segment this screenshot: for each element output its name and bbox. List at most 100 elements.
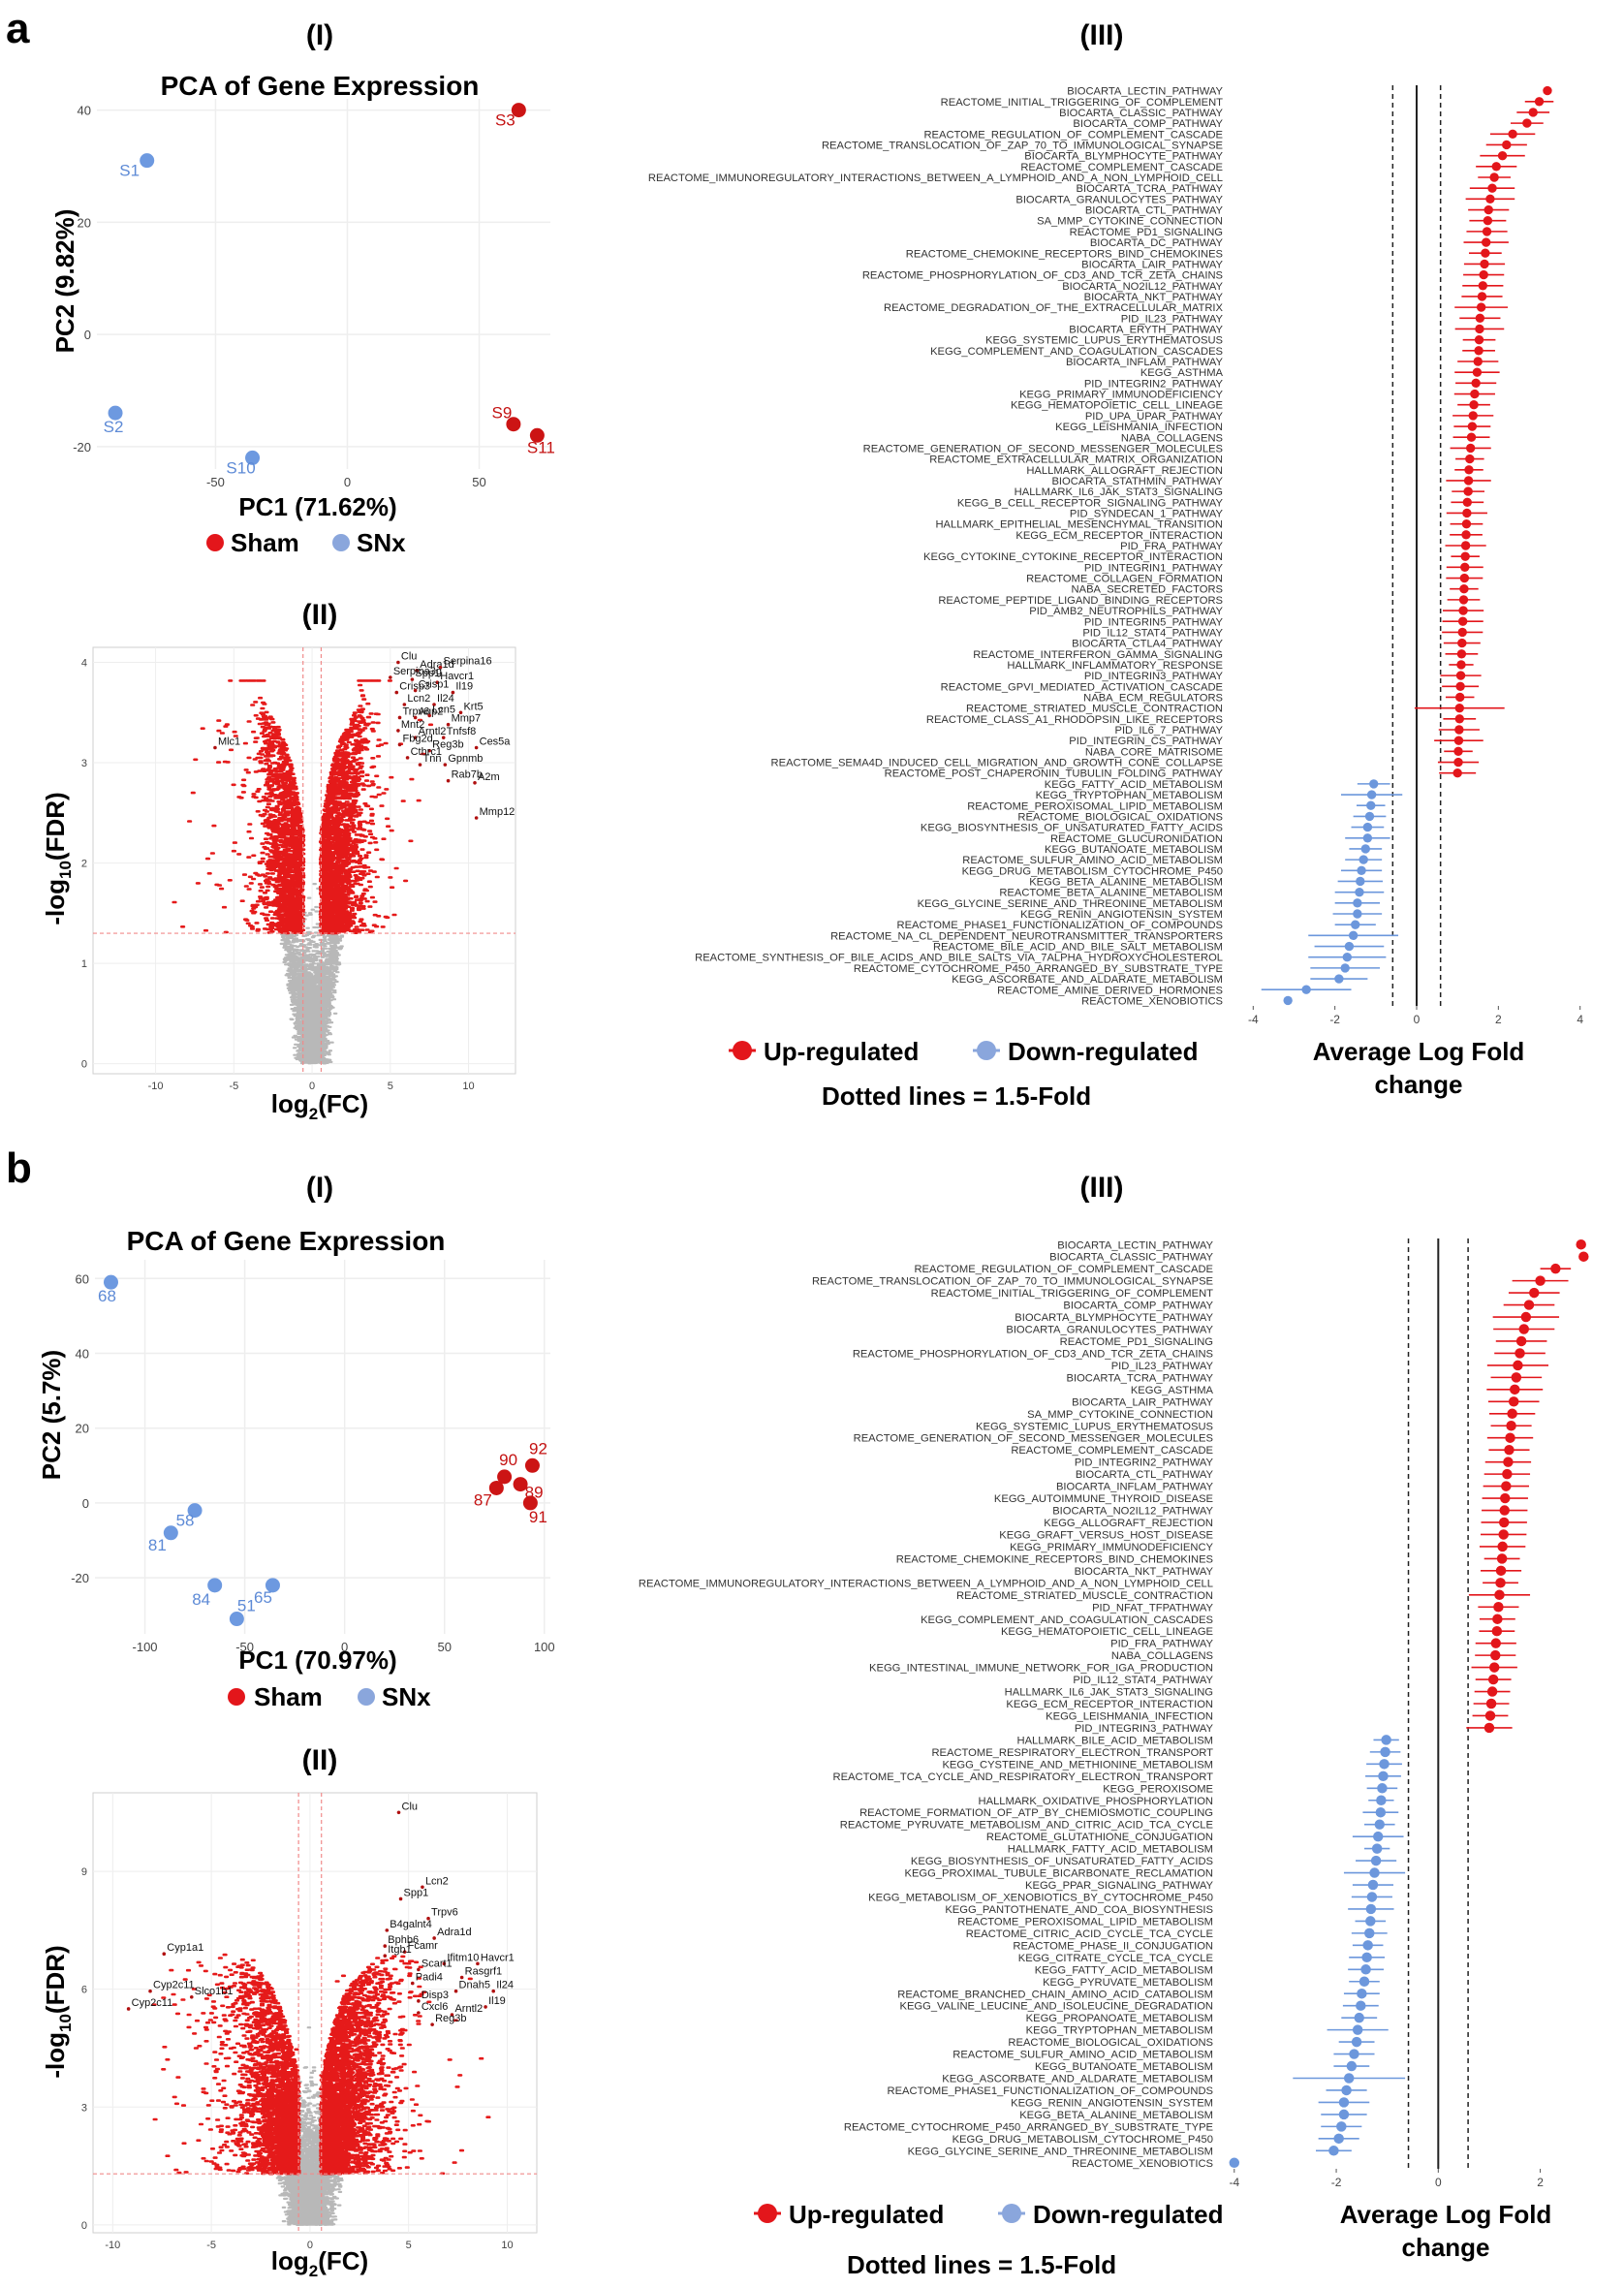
estimate-point xyxy=(1356,876,1365,887)
pathway-label: KEGG_ASTHMA xyxy=(1131,1385,1214,1396)
labeled-gene-point xyxy=(417,1999,421,2003)
a-I-legend: Sham SNx xyxy=(206,528,406,557)
estimate-point xyxy=(1474,334,1484,345)
pathway-label: REACTOME_GENERATION_OF_SECOND_MESSENGER_… xyxy=(863,443,1223,454)
estimate-point xyxy=(1473,357,1483,366)
x-tick-label: -10 xyxy=(105,2240,120,2251)
pathway-label: KEGG_RENIN_ANGIOTENSIN_SYSTEM xyxy=(1020,909,1223,921)
labeled-gene-point xyxy=(389,675,392,679)
pathway-label: PID_IL12_STAT4_PATHWAY xyxy=(1082,627,1223,639)
pca-point-label: 92 xyxy=(529,1439,547,1457)
labeled-gene-point xyxy=(396,729,400,733)
pathway-label: REACTOME_EXTRACELLULAR_MATRIX_ORGANIZATI… xyxy=(929,454,1223,466)
estimate-point xyxy=(1487,183,1497,193)
gene-label: Adra1d xyxy=(420,659,453,671)
estimate-point xyxy=(1361,1952,1372,1963)
estimate-point xyxy=(1508,129,1517,139)
estimate-point xyxy=(1348,930,1359,941)
x-tick-label: -2 xyxy=(1331,2176,1342,2189)
dotted-note: Dotted lines = 1.5-Fold xyxy=(847,2250,1116,2279)
pca-point-label: S3 xyxy=(495,111,515,130)
estimate-point xyxy=(1491,162,1501,172)
pathway-label: REACTOME_STRIATED_MUSCLE_CONTRACTION xyxy=(966,704,1223,715)
estimate-point xyxy=(1458,606,1468,615)
dotted-note: Dotted lines = 1.5-Fold xyxy=(822,1081,1091,1111)
ylabel-sub: 10 xyxy=(56,2014,75,2032)
estimate-point xyxy=(1354,2012,1364,2023)
y-tick-label: -20 xyxy=(73,440,91,454)
labeled-gene-point xyxy=(453,1989,458,1993)
estimate-point xyxy=(1523,1300,1535,1310)
x-tick-label: 4 xyxy=(1577,1013,1583,1026)
pathway-label: REACTOME_AMINE_DERIVED_HORMONES xyxy=(997,985,1223,996)
gene-label: Mlc1 xyxy=(218,737,240,748)
labeled-gene-point xyxy=(396,1810,401,1815)
labeled-gene-point xyxy=(473,780,477,785)
b-I-xlabel: PC1 (70.97%) xyxy=(238,1645,396,1675)
gene-label: Lcn5 xyxy=(432,704,455,715)
labeled-gene-point xyxy=(417,2011,421,2015)
x-tick-label: -4 xyxy=(1248,1013,1259,1026)
pathway-label: REACTOME_GPVI_MEDIATED_ACTIVATION_CASCAD… xyxy=(941,681,1223,693)
pathway-label: REACTOME_POST_CHAPERONIN_TUBULIN_FOLDING… xyxy=(885,768,1224,780)
pathway-label: KEGG_ASCORBATE_AND_ALDARATE_METABOLISM xyxy=(952,974,1223,986)
gene-label: Lcn2 xyxy=(407,693,430,705)
labeled-gene-point xyxy=(474,816,479,820)
estimate-point xyxy=(1470,389,1480,399)
pathway-label: REACTOME_PYRUVATE_METABOLISM_AND_CITRIC_… xyxy=(840,1820,1213,1832)
pathway-label: KEGG_CYTOKINE_CYTOKINE_RECEPTOR_INTERACT… xyxy=(923,551,1223,563)
estimate-point xyxy=(1460,562,1470,573)
pathway-label: REACTOME_CYTOCHROME_P450_ARRANGED_BY_SUB… xyxy=(854,963,1223,975)
gene-label: Ces5a xyxy=(480,737,512,748)
x-tick-label: -50 xyxy=(235,1640,254,1654)
pathway-label: PID_AMB2_NEUTROPHILS_PATHWAY xyxy=(1029,606,1223,617)
estimate-point xyxy=(1535,1275,1546,1286)
pathway-label: PID_FRA_PATHWAY xyxy=(1120,541,1223,552)
pathway-label: REACTOME_PEPTIDE_LIGAND_BINDING_RECEPTOR… xyxy=(938,595,1223,607)
y-tick-label: 3 xyxy=(81,758,87,769)
estimate-point xyxy=(1462,497,1472,507)
labeled-gene-point xyxy=(458,710,463,715)
estimate-point xyxy=(1460,551,1470,561)
pathway-label: KEGG_PROXIMAL_TUBULE_BICARBONATE_RECLAMA… xyxy=(904,1868,1213,1880)
legend-up-label: Up-regulated xyxy=(789,2200,944,2229)
legend-snx-label: SNx xyxy=(357,528,406,557)
estimate-point xyxy=(1357,1988,1367,1999)
estimate-point xyxy=(1472,367,1483,377)
gene-label: Cyp2c11 xyxy=(153,1980,195,1991)
gene-label: Fcamr xyxy=(408,1940,439,1952)
pathway-label: REACTOME_IMMUNOREGULATORY_INTERACTIONS_B… xyxy=(648,172,1223,184)
pathway-label: PID_IL23_PATHWAY xyxy=(1121,313,1224,325)
estimate-point xyxy=(1463,486,1473,496)
estimate-point xyxy=(1484,1710,1496,1721)
estimate-point xyxy=(1479,269,1488,280)
gene-label: A2m xyxy=(478,771,500,783)
gene-label: Reg3b xyxy=(432,739,463,751)
estimate-point xyxy=(1490,1649,1501,1661)
pathway-label: REACTOME_REGULATION_OF_COMPLEMENT_CASCAD… xyxy=(914,1264,1213,1275)
pathway-label: KEGG_HEMATOPOIETIC_CELL_LINEAGE xyxy=(1001,1626,1213,1638)
pca-point xyxy=(245,450,261,465)
gene-label: Il24 xyxy=(437,693,454,705)
pathway-label: KEGG_CYSTEINE_AND_METHIONINE_METABOLISM xyxy=(942,1759,1213,1771)
a-I-xlabel: PC1 (71.62%) xyxy=(238,492,396,521)
estimate-point xyxy=(1457,616,1468,626)
estimate-point xyxy=(1338,2109,1350,2120)
estimate-point xyxy=(1455,671,1466,680)
pathway-label: NABA_ECM_REGULATORS xyxy=(1083,693,1223,705)
estimate-point xyxy=(1489,172,1499,182)
y-tick-label: 0 xyxy=(84,328,91,342)
pathway-label: BIOCARTA_TCRA_PATHWAY xyxy=(1077,183,1224,195)
gene-label: Cxcl6 xyxy=(422,2001,449,2013)
pathway-label: BIOCARTA_BLYMPHOCYTE_PATHWAY xyxy=(1024,151,1223,163)
legend-snx-dot xyxy=(358,1688,375,1706)
x-tick-label: 2 xyxy=(1537,2176,1544,2189)
pathway-label: REACTOME_STRIATED_MUSCLE_CONTRACTION xyxy=(956,1590,1213,1602)
pca-point xyxy=(207,1578,223,1593)
labeled-gene-point xyxy=(491,1989,496,1993)
pathway-label: PID_SYNDECAN_1_PATHWAY xyxy=(1070,509,1224,520)
pathway-label: KEGG_BIOSYNTHESIS_OF_UNSATURATED_FATTY_A… xyxy=(911,1856,1213,1867)
b-II-header: (II) xyxy=(302,1744,338,1776)
gene-label: Slco1b1 xyxy=(195,1986,234,1997)
pathway-label: PID_UPA_UPAR_PATHWAY xyxy=(1085,411,1224,423)
